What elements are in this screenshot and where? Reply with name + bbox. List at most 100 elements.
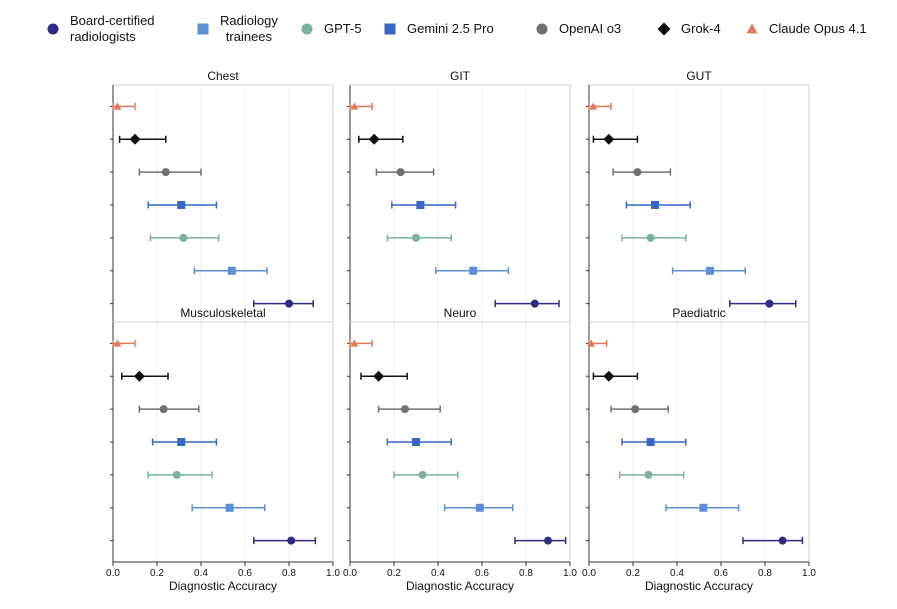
legend-label: Claude Opus 4.1 bbox=[769, 21, 867, 36]
point-board-certified-radiologists bbox=[765, 299, 774, 308]
legend-marker-shape bbox=[384, 23, 396, 35]
x-tick-label: 0.6 bbox=[238, 568, 252, 579]
point-radiology-trainees bbox=[699, 503, 708, 512]
point-claude-opus-4-1 bbox=[113, 102, 122, 110]
legend-marker-shape bbox=[657, 22, 671, 36]
legend-marker-shape bbox=[47, 23, 59, 35]
point-gpt-5 bbox=[646, 233, 655, 242]
legend-item-gpt-5: GPT-5 bbox=[300, 12, 362, 46]
legend-marker-radiology-trainees bbox=[197, 23, 209, 35]
point-grok-4 bbox=[373, 370, 385, 382]
point-openai-o3 bbox=[159, 405, 168, 414]
legend-item-board-certified-radiologists: Board-certified radiologists bbox=[46, 12, 155, 46]
point-grok-4 bbox=[603, 370, 615, 382]
panel-git: GIT bbox=[347, 69, 571, 326]
point-gpt-5 bbox=[412, 233, 420, 242]
x-tick-label: 0.6 bbox=[714, 568, 728, 579]
point-radiology-trainees bbox=[469, 266, 478, 275]
point-openai-o3 bbox=[633, 168, 642, 177]
panel-frame bbox=[112, 84, 334, 326]
panel-title: GIT bbox=[450, 69, 471, 83]
panel-title: GUT bbox=[686, 69, 712, 83]
x-tick-label: 0.4 bbox=[194, 568, 208, 579]
x-axis-label: Diagnostic Accuracy bbox=[406, 579, 514, 593]
legend-item-openai-o3: OpenAI o3 bbox=[535, 12, 621, 46]
legend-marker-board-certified-radiologists bbox=[47, 23, 59, 35]
point-gemini-2-5-pro bbox=[651, 201, 659, 209]
point-openai-o3 bbox=[631, 405, 640, 414]
x-tick-label: 0.0 bbox=[106, 568, 120, 579]
point-board-certified-radiologists bbox=[778, 536, 787, 545]
panel-frame bbox=[349, 321, 571, 563]
panel-frame bbox=[112, 321, 334, 563]
point-openai-o3 bbox=[401, 405, 409, 414]
x-axis-label: Diagnostic Accuracy bbox=[645, 579, 753, 593]
legend-item-gemini-2-5-pro: Gemini 2.5 Pro bbox=[383, 12, 494, 46]
x-tick-label: 0.2 bbox=[626, 568, 640, 579]
x-tick-label: 1.0 bbox=[326, 568, 340, 579]
x-axis-label: Diagnostic Accuracy bbox=[169, 579, 277, 593]
point-claude-opus-4-1 bbox=[587, 339, 596, 347]
x-tick-label: 0.0 bbox=[343, 568, 357, 579]
point-radiology-trainees bbox=[475, 503, 484, 512]
point-gemini-2-5-pro bbox=[177, 438, 186, 446]
x-tick-label: 0.2 bbox=[387, 568, 401, 579]
point-claude-opus-4-1 bbox=[350, 339, 359, 347]
legend-marker-claude-opus-4-1 bbox=[746, 23, 758, 34]
panel-frame bbox=[349, 84, 571, 326]
legend-marker-grok-4 bbox=[657, 22, 671, 36]
point-claude-opus-4-1 bbox=[589, 102, 598, 110]
legend-marker-shape bbox=[197, 23, 209, 35]
x-tick-label: 0.0 bbox=[582, 568, 596, 579]
point-grok-4 bbox=[603, 133, 615, 145]
legend-marker-gemini-2-5-pro bbox=[384, 23, 396, 35]
point-radiology-trainees bbox=[227, 266, 236, 275]
x-tick-label: 0.4 bbox=[670, 568, 684, 579]
point-radiology-trainees bbox=[706, 266, 714, 275]
point-board-certified-radiologists bbox=[544, 536, 552, 545]
point-grok-4 bbox=[368, 133, 380, 145]
point-gpt-5 bbox=[172, 470, 181, 479]
panel-chest: Chest bbox=[110, 69, 334, 326]
point-claude-opus-4-1 bbox=[113, 339, 122, 347]
x-tick-label: 0.6 bbox=[475, 568, 489, 579]
legend-label: Grok-4 bbox=[681, 21, 721, 36]
legend-marker-openai-o3 bbox=[536, 23, 548, 35]
x-tick-label: 0.8 bbox=[758, 568, 772, 579]
panel-title: Musculoskeletal bbox=[180, 306, 265, 320]
legend-label: OpenAI o3 bbox=[559, 21, 622, 36]
legend: Board-certified radiologists Radiology tr… bbox=[0, 0, 897, 60]
panel-musculoskeletal: Musculoskeletal 0.0 0.2 0.4 0.6 0.8 1.0 Diagnos… bbox=[106, 306, 340, 593]
x-tick-label: 1.0 bbox=[563, 568, 577, 579]
panel-gut: GUT bbox=[586, 69, 810, 326]
point-gemini-2-5-pro bbox=[646, 438, 655, 446]
x-tick-label: 0.8 bbox=[519, 568, 533, 579]
panel-paediatric: Paediatric 0.0 0.2 0.4 0.6 0.8 1.0 Diagnostic A… bbox=[582, 306, 816, 593]
point-board-certified-radiologists bbox=[285, 299, 293, 308]
panel-title: Paediatric bbox=[672, 306, 725, 320]
point-gemini-2-5-pro bbox=[412, 438, 420, 446]
x-tick-label: 0.4 bbox=[431, 568, 445, 579]
point-grok-4 bbox=[133, 370, 145, 382]
x-tick-label: 0.2 bbox=[150, 568, 164, 579]
panel-title: Neuro bbox=[444, 306, 477, 320]
panel-neuro: Neuro 0.0 0.2 0.4 0.6 0.8 1.0 Diagnostic Accura… bbox=[343, 306, 577, 593]
x-tick-label: 1.0 bbox=[802, 568, 816, 579]
point-gpt-5 bbox=[644, 470, 653, 479]
point-board-certified-radiologists bbox=[530, 299, 539, 308]
panel-title: Chest bbox=[207, 69, 239, 83]
point-claude-opus-4-1 bbox=[350, 102, 359, 110]
point-gemini-2-5-pro bbox=[177, 201, 186, 209]
point-grok-4 bbox=[129, 133, 141, 145]
point-gemini-2-5-pro bbox=[416, 201, 425, 209]
point-gpt-5 bbox=[418, 470, 427, 479]
legend-marker-gpt-5 bbox=[301, 23, 313, 35]
legend-label: GPT-5 bbox=[324, 21, 362, 36]
point-openai-o3 bbox=[161, 168, 170, 177]
legend-marker-shape bbox=[301, 23, 313, 35]
legend-item-grok-4: Grok-4 bbox=[657, 12, 721, 46]
legend-label: Gemini 2.5 Pro bbox=[407, 21, 494, 36]
point-radiology-trainees bbox=[225, 503, 234, 512]
point-gpt-5 bbox=[179, 233, 188, 242]
legend-marker-shape bbox=[746, 23, 758, 34]
